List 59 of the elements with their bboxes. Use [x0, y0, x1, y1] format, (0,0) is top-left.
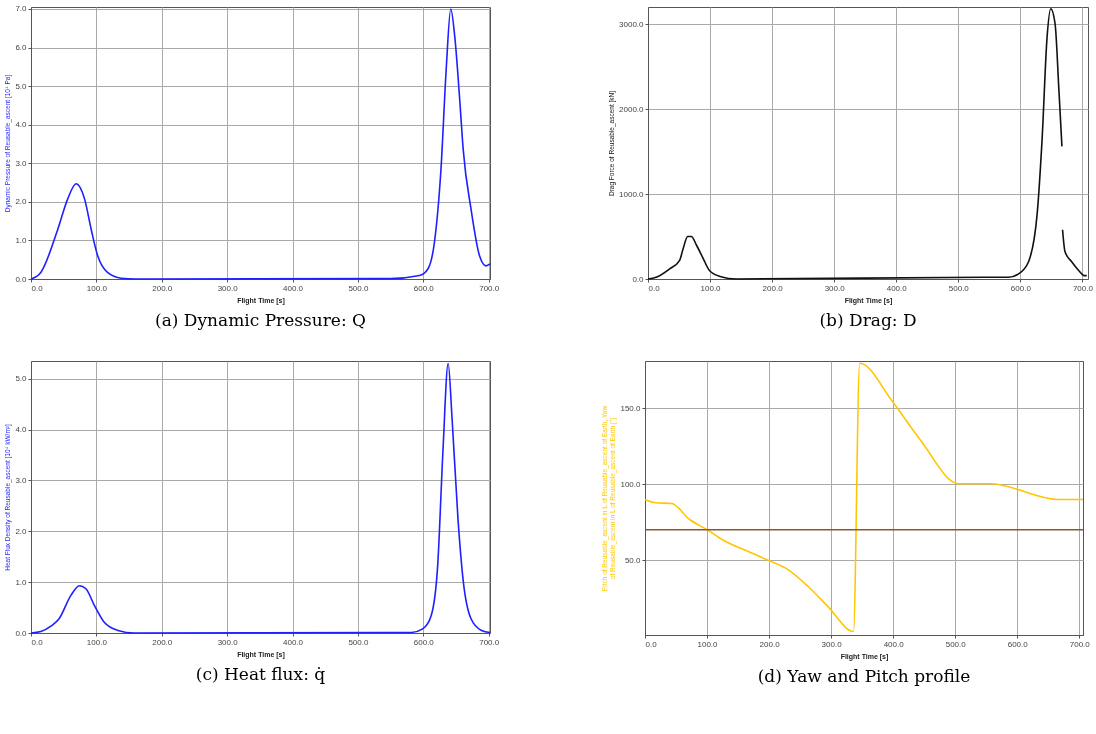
x-tick-label: 400.0 [883, 639, 905, 649]
y-tick-label: 4.0 [15, 425, 28, 435]
x-tick-label: 0.0 [31, 637, 44, 647]
y-tick-label: 5.0 [15, 81, 28, 91]
y-tick-label: 3.0 [15, 158, 28, 168]
x-tick-label: 300.0 [824, 283, 846, 293]
x-tick-label: 600.0 [1010, 283, 1032, 293]
x-tick-label: 400.0 [283, 283, 304, 293]
x-tick-label: 500.0 [945, 639, 967, 649]
line-series [30, 362, 491, 634]
x-tick-label: 0.0 [648, 283, 661, 293]
y-tick-label: 0.0 [15, 274, 28, 284]
text: (b) Drag: D [819, 310, 917, 330]
x-tick-label: 0.0 [645, 639, 658, 649]
x-tick-label: 200.0 [152, 637, 173, 647]
y-tick-label: 100.0 [620, 479, 642, 489]
y-tick-label: 0.0 [15, 628, 28, 638]
y-tick-label: 7.0 [15, 4, 28, 14]
x-tick-label: 200.0 [152, 283, 173, 293]
x-tick-label: 700.0 [1072, 283, 1094, 293]
x-tick-label: 100.0 [700, 283, 722, 293]
y-tick-label: 150.0 [620, 403, 642, 413]
x-tick-label: 200.0 [762, 283, 784, 293]
x-tick-label: 300.0 [217, 637, 239, 647]
x-tick-label: 700.0 [479, 637, 500, 647]
line-series [30, 8, 491, 280]
y-tick-label: 2000.0 [619, 104, 645, 114]
x-tick-label: 100.0 [697, 639, 719, 649]
x-tick-label: 300.0 [821, 639, 843, 649]
text: (c) Heat flux: q̇ [195, 664, 326, 684]
x-tick-label: 300.0 [217, 283, 239, 293]
y-tick-label: 50.0 [624, 555, 642, 565]
y-tick-label: 3000.0 [619, 19, 645, 29]
x-tick-label: 500.0 [348, 637, 369, 647]
x-tick-label: 600.0 [413, 637, 435, 647]
y-tick-label: 2.0 [15, 526, 28, 536]
y-tick-label: 1000.0 [619, 189, 645, 199]
x-tick-label: 0.0 [31, 283, 44, 293]
y-tick-label: 5.0 [15, 374, 28, 384]
y-tick-label: 2.0 [15, 197, 28, 207]
y-tick-label: 1.0 [15, 235, 28, 245]
x-tick-label: 200.0 [759, 639, 781, 649]
x-tick-label: 500.0 [948, 283, 970, 293]
x-tick-label: 400.0 [283, 637, 304, 647]
y-tick-label: 3.0 [15, 475, 28, 485]
x-tick-label: 700.0 [1069, 639, 1091, 649]
x-tick-label: 700.0 [479, 283, 500, 293]
y-tick-label: 6.0 [15, 43, 28, 53]
y-tick-label: 0.0 [632, 274, 645, 284]
text: (a) Dynamic Pressure: Q [155, 310, 366, 330]
x-tick-label: 500.0 [348, 283, 369, 293]
x-tick-label: 600.0 [1007, 639, 1029, 649]
y-tick-label: 1.0 [15, 577, 28, 587]
x-tick-label: 400.0 [886, 283, 908, 293]
x-tick-label: 100.0 [86, 283, 108, 293]
y-tick-label: 4.0 [15, 120, 28, 130]
x-tick-label: 600.0 [413, 283, 435, 293]
x-tick-label: 100.0 [86, 637, 108, 647]
text: (d) Yaw and Pitch profile [757, 666, 971, 686]
